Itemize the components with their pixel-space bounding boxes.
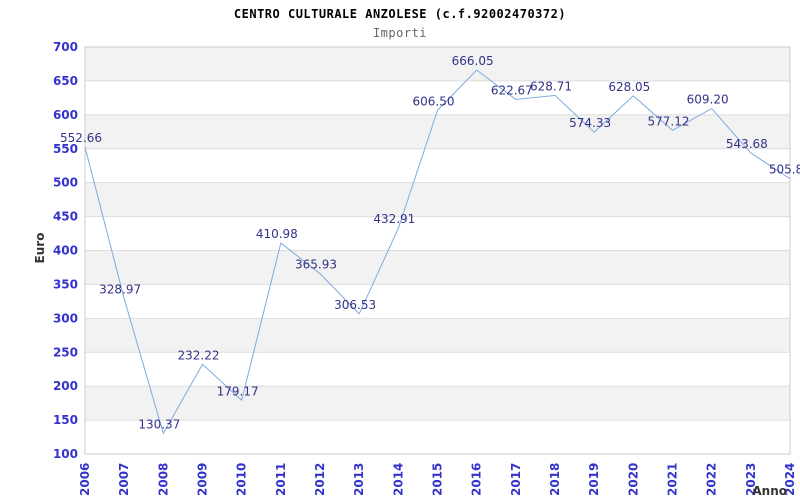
x-tick-label: 2019	[587, 463, 601, 496]
point-label: 628.71	[530, 79, 572, 93]
point-label: 179.17	[217, 384, 259, 398]
plot-frame	[84, 46, 791, 455]
x-tick-label: 2014	[391, 463, 405, 496]
point-label: 328.97	[99, 283, 141, 297]
x-axis-title: Anno	[752, 484, 787, 498]
point-label: 606.50	[413, 94, 455, 108]
point-label: 609.20	[687, 93, 729, 107]
plot-band	[85, 114, 790, 149]
plot-band	[85, 182, 790, 217]
x-tick-label: 2016	[470, 463, 484, 496]
y-tick-label: 300	[53, 311, 78, 325]
x-tick-label: 2012	[313, 463, 327, 496]
x-tick-label: 2010	[235, 463, 249, 496]
y-tick-label: 550	[53, 142, 78, 156]
point-labels: 552.66 328.97 130.37 232.22 179.17 410.98 365.…	[60, 54, 800, 431]
y-tick-label: 500	[53, 176, 78, 190]
x-tick-label: 2009	[196, 463, 210, 496]
point-label: 666.05	[452, 54, 494, 68]
chart-title: CENTRO CULTURALE ANZOLESE (c.f.920024703…	[234, 7, 566, 21]
y-tick-label: 600	[53, 108, 78, 122]
x-tick-label: 2008	[156, 463, 170, 496]
x-tick-label: 2021	[666, 463, 680, 496]
point-label: 410.98	[256, 227, 298, 241]
point-label: 574.33	[569, 116, 611, 130]
y-tick-label: 200	[53, 379, 78, 393]
plot-border	[84, 46, 791, 455]
point-label: 622.67	[491, 83, 533, 97]
point-label: 365.93	[295, 258, 337, 272]
point-label: 543.68	[726, 137, 768, 151]
y-tick-label: 350	[53, 277, 78, 291]
x-tick-label: 2018	[548, 463, 562, 496]
plot-band	[85, 318, 790, 353]
y-axis-title: Euro	[33, 233, 47, 264]
x-tick-label: 2023	[744, 463, 758, 496]
point-label: 505.8	[769, 163, 800, 177]
y-tick-label: 650	[53, 74, 78, 88]
point-label: 232.22	[178, 348, 220, 362]
y-tick-label: 250	[53, 345, 78, 359]
point-label: 432.91	[373, 212, 415, 226]
x-tick-label: 2017	[509, 463, 523, 496]
x-tick-label: 2020	[626, 463, 640, 496]
point-label: 306.53	[334, 298, 376, 312]
plot-band	[85, 47, 790, 81]
x-axis-tick-labels: 2006 2007 2008 2009 2010 2011 2012 2013 2014 2015…	[78, 463, 797, 496]
x-tick-label: 2013	[352, 463, 366, 496]
point-label: 577.12	[648, 114, 690, 128]
x-tick-label: 2007	[117, 463, 131, 496]
plot-bands	[85, 47, 790, 421]
data-series	[84, 69, 791, 435]
point-label: 130.37	[138, 417, 180, 431]
plot-band	[85, 386, 790, 421]
y-tick-label: 400	[53, 244, 78, 258]
line-series	[84, 69, 791, 435]
y-tick-label: 100	[53, 447, 78, 461]
y-tick-label: 150	[53, 413, 78, 427]
x-tick-label: 2024	[783, 463, 797, 496]
x-tick-label: 2015	[431, 463, 445, 496]
x-tick-label: 2011	[274, 463, 288, 496]
x-tick-label: 2006	[78, 463, 92, 496]
y-axis-tick-labels: 100 150 200 250 300 350 400 450 500 550 600 650 700	[53, 40, 78, 461]
point-label: 552.66	[60, 131, 102, 145]
chart-subtitle: Importi	[373, 26, 427, 40]
y-tick-label: 450	[53, 210, 78, 224]
gridlines	[85, 80, 790, 421]
plot-band	[85, 250, 790, 285]
y-tick-label: 700	[53, 40, 78, 54]
x-tick-label: 2022	[705, 463, 719, 496]
point-label: 628.05	[608, 80, 650, 94]
